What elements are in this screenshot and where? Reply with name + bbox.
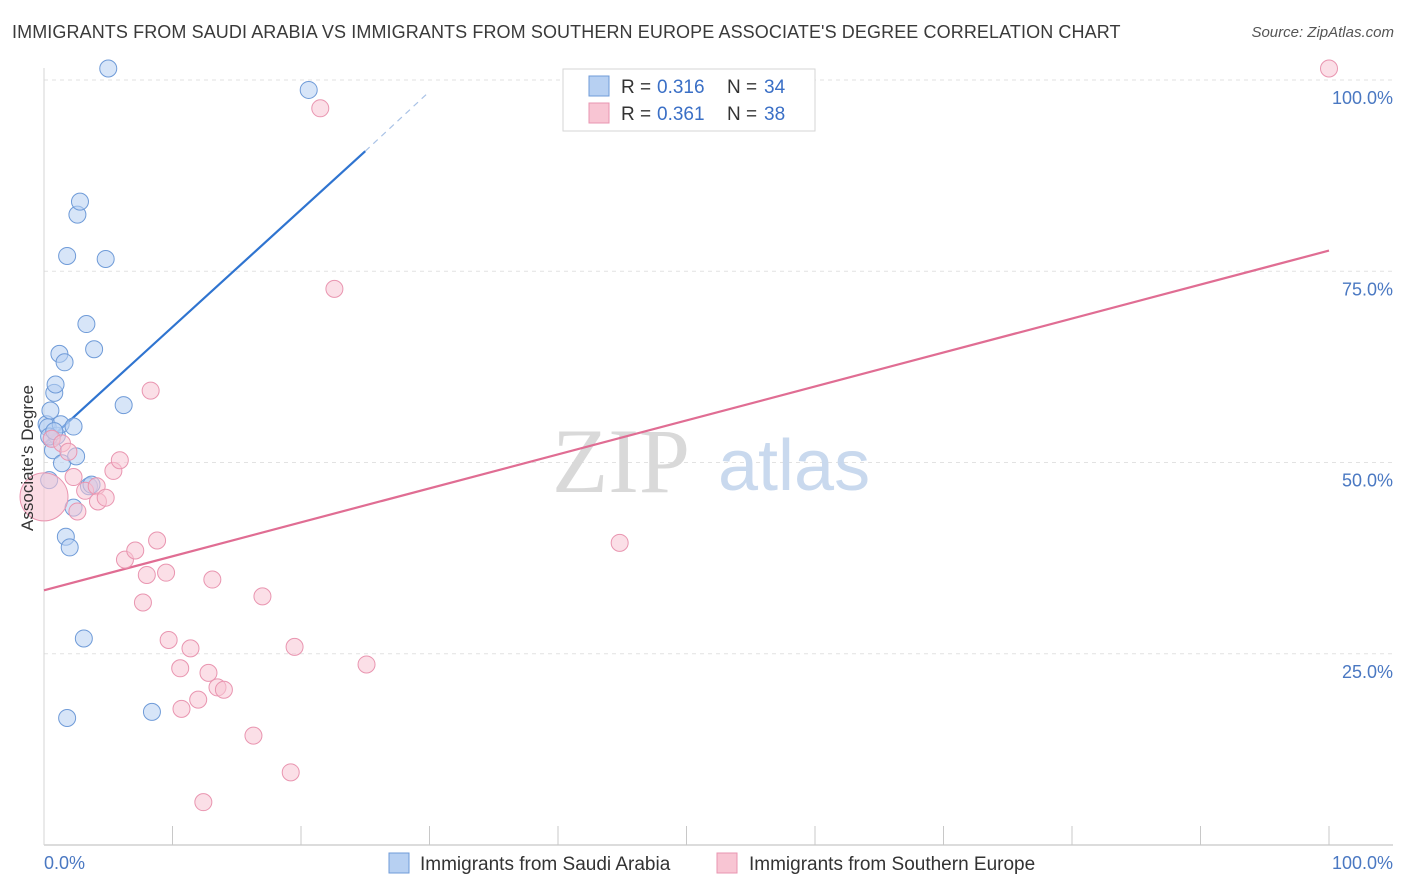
saudi-arabia-point-21: [77, 315, 96, 334]
y-tick-label-0: 25.0%: [1342, 662, 1393, 682]
trend-lines: [43, 91, 1330, 592]
stats-legend-r-label-2: R =: [621, 104, 651, 125]
stats-legend-r-value-1: 0.316: [657, 77, 705, 98]
saudi-arabia-point-19: [70, 192, 89, 211]
stats-legend-n-label-2: N =: [727, 104, 757, 125]
saudi-arabia-point-26: [114, 396, 133, 415]
watermark-zip: ZIP: [552, 410, 690, 512]
chart-source: Source: ZipAtlas.com: [1251, 24, 1394, 41]
southern-europe-point-25: [199, 663, 218, 682]
trend-line-1: [43, 249, 1330, 592]
southern-europe-point-36: [610, 533, 629, 552]
southern-europe-point-14: [133, 593, 152, 612]
chart-title: IMMIGRANTS FROM SAUDI ARABIA VS IMMIGRAN…: [12, 22, 1121, 42]
saudi-arabia-point-20: [74, 629, 93, 648]
stats-legend: R = 0.316 N = 34 R = 0.361 N = 38: [562, 68, 816, 132]
saudi-arabia-point-24: [85, 340, 104, 359]
southern-europe-point-22: [181, 639, 200, 658]
y-tick-label-2: 75.0%: [1342, 279, 1393, 299]
southern-europe-point-21: [172, 699, 191, 718]
southern-europe-point-11: [110, 451, 129, 470]
bottom-legend: Immigrants from Saudi Arabia Immigrants …: [388, 852, 1035, 875]
saudi-arabia-point-16: [64, 417, 83, 436]
southern-europe-point-20: [171, 659, 190, 678]
southern-europe-point-9: [96, 488, 115, 507]
saudi-arabia-point-12: [55, 353, 74, 372]
southern-europe-point-30: [253, 587, 272, 606]
trend-line-0: [43, 150, 366, 445]
southern-europe-point-3: [59, 442, 78, 461]
southern-europe-point-33: [311, 99, 330, 118]
bottom-legend-label-saudi-arabia: Immigrants from Saudi Arabia: [420, 854, 671, 875]
gridlines: [44, 79, 1393, 655]
y-tick-labels: 25.0% 50.0% 75.0% 100.0%: [1332, 88, 1393, 682]
saudi-arabia-point-15: [60, 538, 79, 557]
bottom-legend-swatch-pink: [716, 852, 738, 874]
stats-legend-swatch-blue: [588, 75, 610, 97]
southern-europe-point-32: [285, 637, 304, 656]
watermark: ZIP atlas: [552, 410, 870, 512]
stats-legend-n-value-2: 38: [764, 104, 785, 125]
y-tick-label-1: 50.0%: [1342, 471, 1393, 491]
southern-europe-point-19: [159, 630, 178, 649]
x-tick-label-max: 100.0%: [1332, 853, 1393, 873]
saudi-arabia-point-14: [58, 246, 77, 265]
saudi-arabia-point-29: [99, 59, 118, 78]
saudi-arabia-point-3: [41, 401, 60, 420]
southern-europe-point-0: [19, 472, 69, 522]
southern-europe-point-16: [141, 381, 160, 400]
saudi-arabia-point-7: [46, 375, 65, 394]
stats-legend-r-label-1: R =: [621, 77, 651, 98]
southern-europe-point-17: [148, 531, 167, 550]
y-tick-label-3: 100.0%: [1332, 88, 1393, 108]
southern-europe-point-18: [157, 563, 176, 582]
southern-europe-point-23: [189, 690, 208, 709]
stats-legend-r-value-2: 0.361: [657, 104, 705, 125]
southern-europe-point-35: [357, 655, 376, 674]
southern-europe-point-28: [214, 680, 233, 699]
saudi-arabia-point-28: [58, 709, 77, 728]
trend-line-extension-0: [364, 91, 430, 152]
southern-europe-point-5: [68, 502, 87, 521]
southern-europe-point-31: [281, 763, 300, 782]
y-axis-title: Associate's Degree: [18, 385, 37, 531]
southern-europe-point-13: [126, 541, 145, 560]
southern-europe-point-26: [203, 570, 222, 589]
x-tick-label-min: 0.0%: [44, 853, 85, 873]
bottom-legend-label-southern-europe: Immigrants from Southern Europe: [749, 854, 1035, 875]
saudi-arabia-point-25: [96, 250, 115, 269]
southern-europe-point-15: [137, 565, 156, 584]
stats-legend-swatch-pink: [588, 102, 610, 124]
saudi-arabia-point-27: [142, 702, 161, 721]
scatter-points: [19, 59, 1338, 812]
x-ticks: [172, 826, 1330, 845]
southern-europe-point-4: [64, 468, 83, 487]
saudi-arabia-point-30: [299, 80, 318, 99]
stats-legend-n-label-1: N =: [727, 77, 757, 98]
southern-europe-point-29: [244, 726, 263, 745]
southern-europe-point-34: [325, 279, 344, 298]
stats-legend-n-value-1: 34: [764, 77, 786, 98]
southern-europe-point-24: [194, 793, 213, 812]
southern-europe-point-37: [1320, 59, 1338, 78]
watermark-atlas: atlas: [718, 426, 870, 506]
bottom-legend-swatch-blue: [388, 852, 410, 874]
